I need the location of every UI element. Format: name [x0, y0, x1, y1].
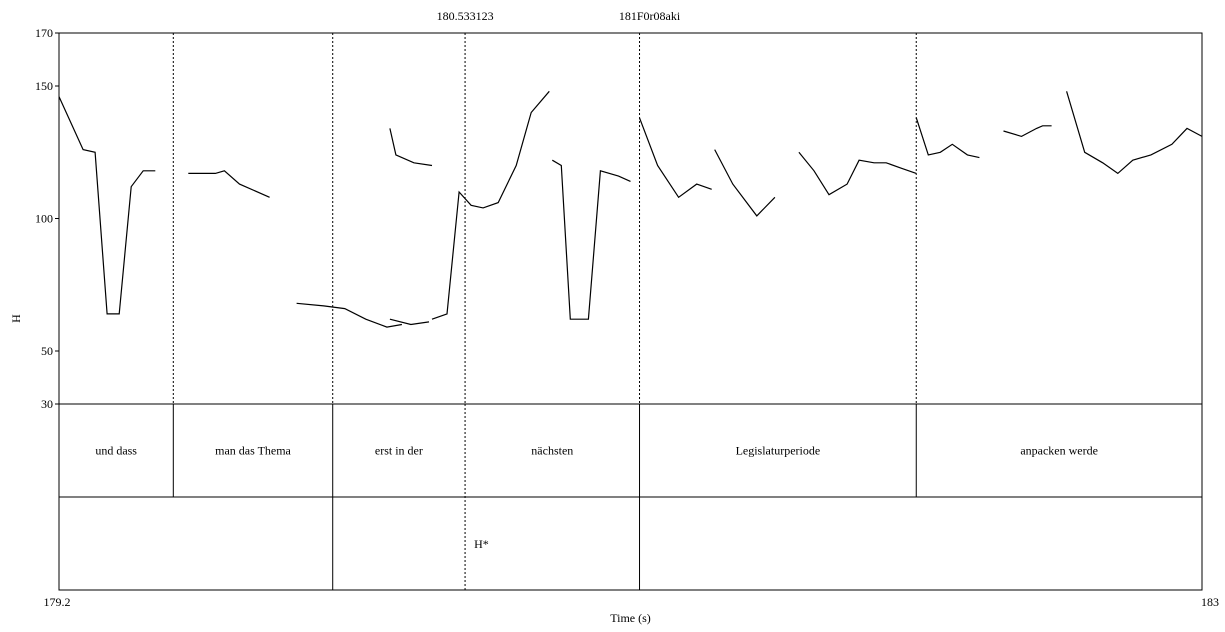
- pitch-segment-3: [389, 128, 433, 167]
- word-label-4: Legislaturperiode: [736, 444, 821, 458]
- boundary-lines: [172, 33, 917, 590]
- pitch-segment-12: [1066, 91, 1203, 175]
- x-tick-label-end: 183: [1201, 595, 1219, 609]
- pitch-segment-2: [296, 302, 403, 328]
- pitch-segment-10: [915, 117, 980, 159]
- pitch-segment-0: [58, 96, 156, 315]
- y-axis-label: H: [9, 314, 23, 323]
- word-label-0: und dass: [95, 444, 137, 458]
- top-label-0: 180.533123: [437, 9, 494, 23]
- y-tick-label-0: 170: [35, 26, 53, 40]
- word-label-1: man das Thema: [215, 444, 291, 458]
- chart-frames: [58, 32, 1203, 591]
- pitch-segment-11: [1003, 125, 1052, 138]
- pitch-segment-7: [638, 117, 712, 199]
- tone-tier-frame: [58, 496, 1203, 591]
- pitch-segment-6: [551, 159, 631, 320]
- pitch-segment-1: [188, 170, 270, 198]
- y-tick-label-2: 100: [35, 212, 53, 226]
- axis-ticks: 170 150 100 50 30 179.2 183 Time (s) H 180.533123…: [9, 9, 1219, 625]
- word-label-2: erst in der: [375, 444, 423, 458]
- pitch-segment-4: [389, 318, 430, 326]
- pitch-segment-9: [798, 151, 917, 196]
- pitch-contour: [58, 90, 1203, 328]
- word-label-5: anpacken werde: [1020, 444, 1098, 458]
- pitch-segment-8: [714, 149, 776, 217]
- y-tick-label-4: 30: [41, 397, 53, 411]
- x-tick-label-start: 179.2: [44, 595, 71, 609]
- x-axis-label: Time (s): [610, 611, 651, 625]
- pitch-panel-frame: [58, 32, 1203, 405]
- tier-labels: und dass man das Thema erst in der nächsten…: [95, 444, 1098, 552]
- y-tick-label-1: 150: [35, 79, 53, 93]
- word-label-3: nächsten: [531, 444, 573, 458]
- top-label-1: 181F0r08aki: [619, 9, 681, 23]
- y-tick-label-3: 50: [41, 344, 53, 358]
- tone-label-0: H*: [474, 537, 489, 551]
- pitch-segment-5: [431, 90, 550, 320]
